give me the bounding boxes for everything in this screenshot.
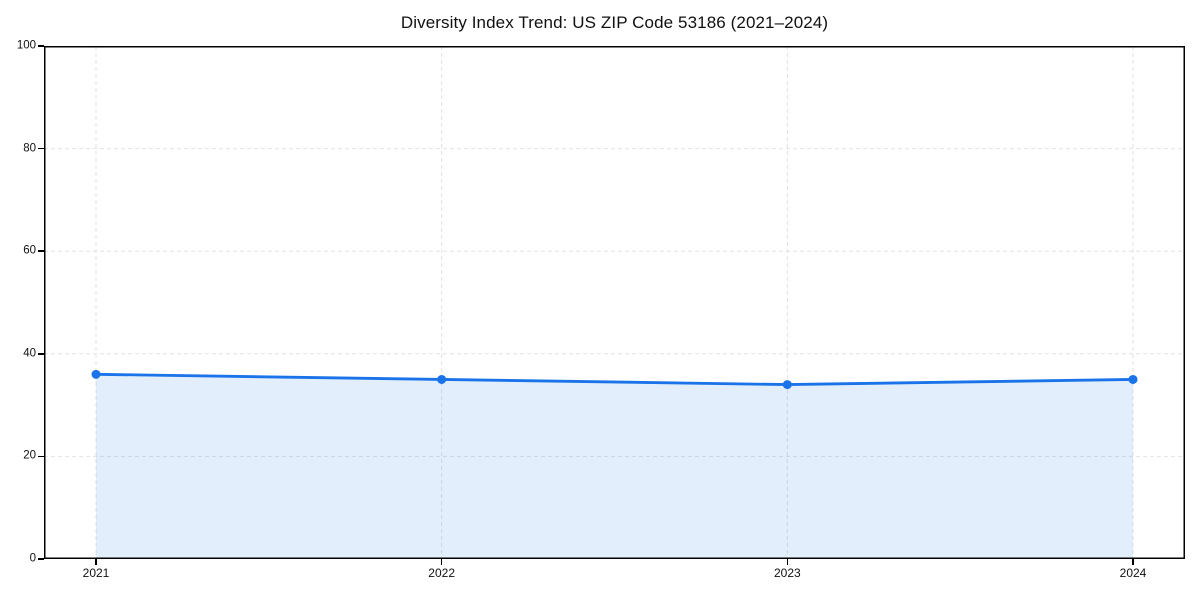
y-tick-mark-40 <box>38 353 44 355</box>
y-tick-mark-60 <box>38 250 44 252</box>
data-point-2021 <box>91 369 101 379</box>
area-fill <box>96 374 1133 559</box>
x-tick-label-2022: 2022 <box>428 566 456 580</box>
y-tick-label-0: 0 <box>29 552 36 565</box>
trend-line <box>94 372 1135 386</box>
x-tick-label-2021: 2021 <box>82 566 110 580</box>
y-tick-label-60: 60 <box>23 244 36 257</box>
y-tick-label-100: 100 <box>16 39 36 52</box>
data-point-2022 <box>437 374 447 384</box>
y-tick-mark-100 <box>38 45 44 47</box>
y-tick-label-80: 80 <box>23 141 36 154</box>
chart-title: Diversity Index Trend: US ZIP Code 53186… <box>400 13 829 32</box>
plot-svg <box>44 46 1185 559</box>
data-point-2024 <box>1128 374 1138 384</box>
x-tick-mark-2024 <box>1132 559 1134 565</box>
y-tick-mark-80 <box>38 147 44 150</box>
x-tick-label-2023: 2023 <box>773 566 801 580</box>
y-tick-label-20: 20 <box>23 449 36 462</box>
x-tick-mark-2023 <box>786 559 789 565</box>
y-tick-mark-20 <box>38 455 44 458</box>
plot-area <box>44 46 1185 559</box>
x-tick-label-2024: 2024 <box>1119 566 1147 580</box>
plot-frame <box>44 46 1185 559</box>
y-tick-label-40: 40 <box>23 347 36 360</box>
data-point-2023 <box>782 380 792 390</box>
y-tick-mark-0 <box>38 558 44 560</box>
x-tick-mark-2021 <box>95 559 97 565</box>
x-tick-mark-2022 <box>440 559 443 565</box>
